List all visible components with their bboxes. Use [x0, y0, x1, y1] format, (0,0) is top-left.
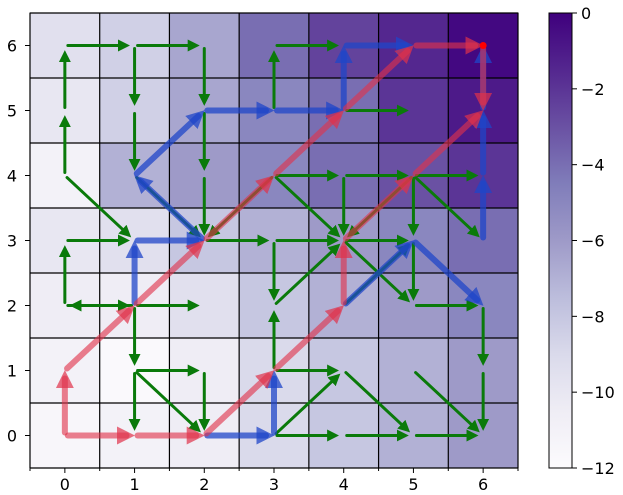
red-arrow: [342, 45, 414, 112]
red-arrow: [203, 370, 275, 437]
goal-marker: [479, 42, 487, 49]
red-arrow: [273, 110, 345, 177]
colorbar-tick-label: 0: [581, 4, 591, 23]
green-arrow: [135, 371, 201, 433]
x-tick-label: 1: [129, 475, 139, 494]
colorbar-tick-label: −12: [581, 459, 615, 478]
red-arrow: [64, 305, 135, 372]
red-arrow: [133, 240, 205, 307]
y-tick-label: 1: [7, 362, 17, 381]
colorbar: 0 −2 −4 −6 −8 −10 −12: [548, 4, 615, 478]
blue-arrow: [133, 110, 205, 177]
colorbar-tick-label: −6: [581, 232, 605, 251]
y-tick-label: 6: [7, 37, 17, 56]
colorbar-tick-label: −2: [581, 80, 605, 99]
colorbar-tick-label: −10: [581, 383, 615, 402]
green-arrow: [274, 243, 341, 305]
red-arrow: [273, 305, 345, 372]
green-arrow: [65, 176, 132, 238]
x-tick-label: 4: [339, 475, 349, 494]
y-tick-label: 3: [7, 232, 17, 251]
colorbar-tick-label: −8: [581, 307, 605, 326]
green-arrow: [274, 176, 341, 238]
colorbar-gradient: [548, 12, 573, 469]
x-tick-label: 3: [269, 475, 279, 494]
goal-marker-layer: [479, 42, 487, 49]
y-tick-label: 2: [7, 297, 17, 316]
red-arrows: [55, 36, 493, 445]
axes: 0 1 2 3 4 5 6 0 1 2 3 4 5 6: [7, 12, 519, 494]
green-arrow: [344, 371, 411, 433]
y-tick-label: 0: [7, 427, 17, 446]
green-arrow: [414, 176, 480, 238]
x-tick-label: 5: [408, 475, 418, 494]
blue-arrow: [342, 240, 414, 307]
blue-arrow: [412, 239, 484, 306]
x-tick-label: 2: [199, 475, 209, 494]
blue-arrow: [134, 175, 206, 242]
y-tick-label: 4: [7, 167, 17, 186]
green-arrow: [414, 371, 480, 433]
green-arrow: [344, 241, 411, 303]
green-arrow: [274, 373, 341, 435]
y-tick-label: 5: [7, 102, 17, 121]
x-tick-label: 0: [60, 475, 70, 494]
colorbar-tick-label: −4: [581, 156, 605, 175]
x-tick-label: 6: [478, 475, 488, 494]
red-arrow: [342, 175, 414, 242]
red-arrow: [412, 110, 484, 177]
red-arrow: [203, 175, 275, 242]
